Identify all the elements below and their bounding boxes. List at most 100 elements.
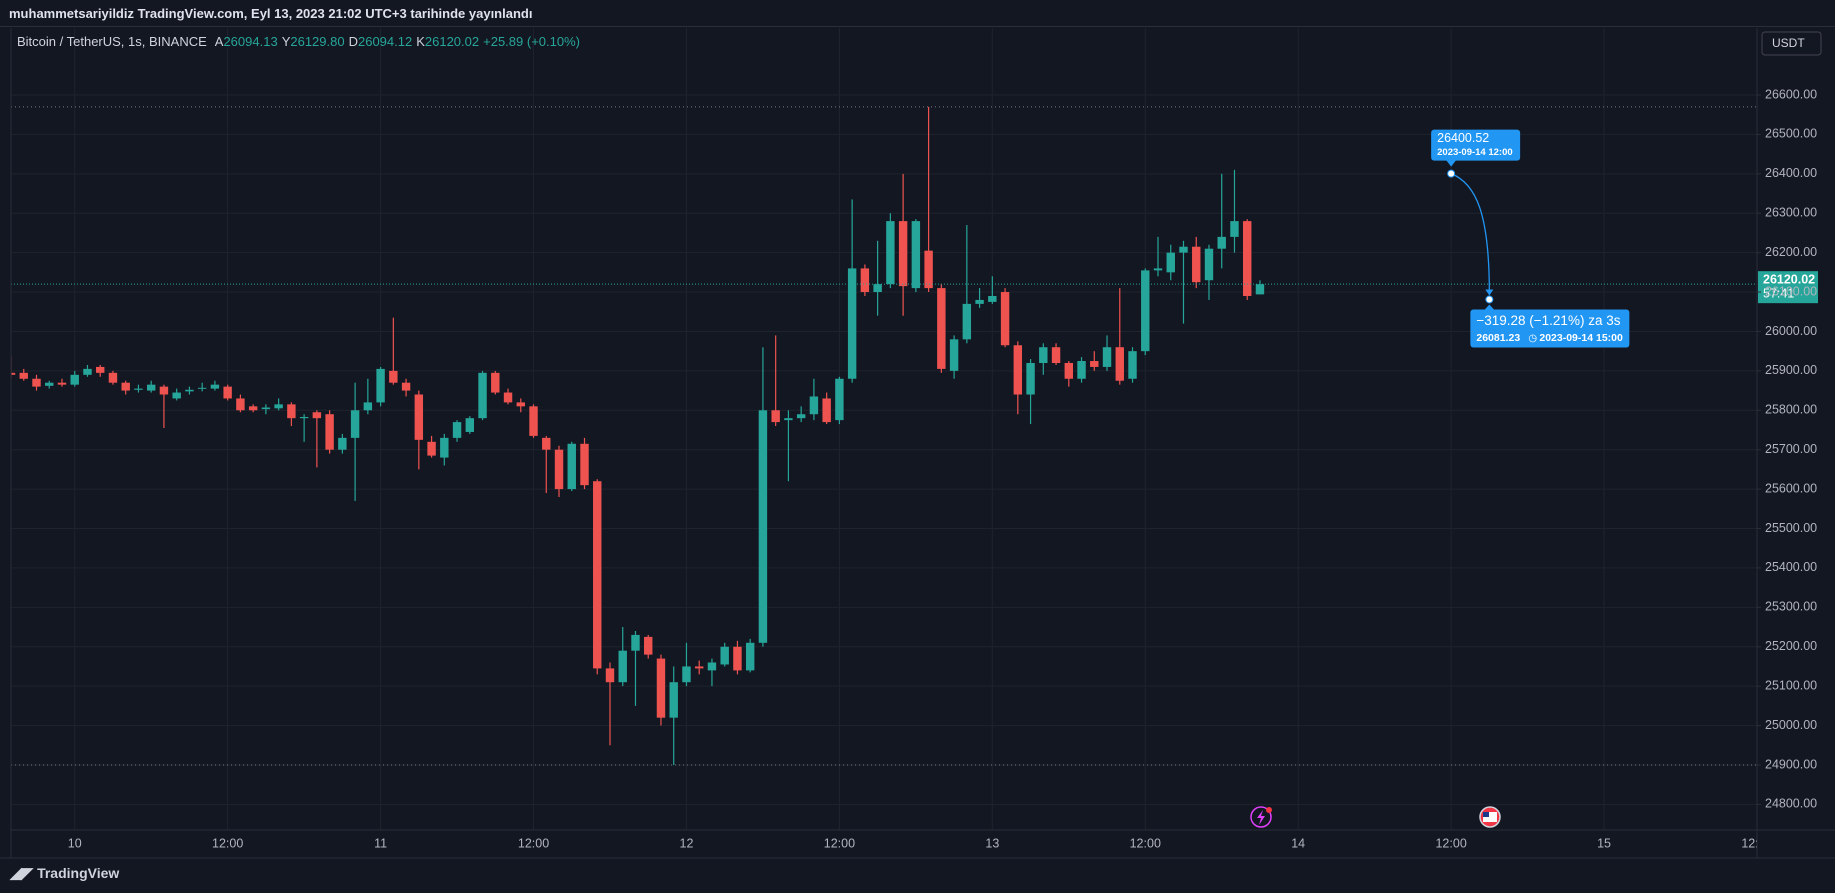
forecast-from-point xyxy=(1447,169,1456,178)
candle-body xyxy=(898,221,908,287)
candle-body xyxy=(682,666,691,683)
legend-key: K xyxy=(416,34,425,49)
x-tick-label: 12 xyxy=(680,836,694,850)
footer-brand: ◢◤ TradingView xyxy=(10,864,119,882)
candle-body xyxy=(299,416,309,419)
candle-body xyxy=(516,402,525,407)
y-tick-label: 26100.00 xyxy=(1765,284,1817,298)
candle-body xyxy=(847,268,857,379)
candle-body xyxy=(108,372,118,383)
candle-body xyxy=(1090,361,1099,367)
y-tick-label: 26200.00 xyxy=(1765,245,1817,259)
last-price-label: 26120.02 xyxy=(1763,272,1815,286)
candle-body xyxy=(656,658,666,718)
x-tick-label: 11 xyxy=(374,836,387,850)
forecast-arrow xyxy=(1485,289,1494,296)
y-tick-label: 26400.00 xyxy=(1765,166,1817,180)
published-text: muhammetsariyildiz TradingView.com, Eyl … xyxy=(9,6,533,21)
x-tick-label: 12:00 xyxy=(212,836,243,850)
y-tick-label: 26300.00 xyxy=(1765,206,1817,220)
legend-key: D xyxy=(348,34,358,49)
candle-body xyxy=(1077,361,1086,379)
currency-button[interactable] xyxy=(1761,31,1822,56)
candle-body xyxy=(707,662,717,671)
candle-body xyxy=(669,682,678,718)
forecast-change: −319.28 (−1.21%) za 3s xyxy=(1476,313,1620,328)
candle-body xyxy=(758,410,768,643)
candle-body xyxy=(1013,345,1023,395)
candle-body xyxy=(835,378,844,421)
candle-body xyxy=(389,370,398,383)
candle-body xyxy=(491,372,500,393)
x-tick-label: 12:00 xyxy=(824,836,855,850)
candle-body xyxy=(886,221,895,285)
candle-body xyxy=(350,410,360,438)
candle-body xyxy=(1204,248,1214,281)
candle-body xyxy=(159,386,169,395)
x-tick-label: 14 xyxy=(1291,836,1305,850)
candle-body xyxy=(1230,221,1239,237)
candle-body xyxy=(19,372,28,379)
y-tick-label: 25800.00 xyxy=(1765,403,1817,417)
candle-body xyxy=(949,339,959,371)
y-tick-label: 25500.00 xyxy=(1765,521,1817,535)
candle-body xyxy=(1102,347,1112,367)
x-tick-label: 15 xyxy=(1597,836,1611,850)
candle-body xyxy=(745,642,755,671)
legend-change: +25.89 (+0.10%) xyxy=(483,34,580,49)
legend-value: 26129.80 xyxy=(290,34,345,49)
candle-body xyxy=(1166,252,1175,273)
y-tick-label: 25900.00 xyxy=(1765,363,1817,377)
candle-body xyxy=(1192,246,1201,283)
candle-body xyxy=(580,443,589,486)
candle-body xyxy=(593,481,602,669)
candle-body xyxy=(185,389,194,392)
y-tick-label: 24800.00 xyxy=(1765,797,1817,811)
candle-body xyxy=(873,284,882,293)
candle-body xyxy=(325,414,334,450)
candle-body xyxy=(809,396,819,415)
candle-body xyxy=(1217,236,1226,249)
candle-body xyxy=(860,268,870,293)
candle-body xyxy=(1026,362,1035,395)
event-icon xyxy=(1257,810,1265,825)
candle-body xyxy=(962,303,972,340)
candle-body xyxy=(1153,268,1163,271)
candle-body xyxy=(11,372,16,375)
x-tick-label: 10 xyxy=(68,836,82,850)
candle-body xyxy=(911,221,921,289)
candle-body xyxy=(427,441,436,456)
candle-body xyxy=(503,392,513,403)
candle-body xyxy=(478,372,487,419)
legend-value: 26094.12 xyxy=(357,34,413,49)
brand-logo: ◢◤ xyxy=(10,865,34,882)
candle-body xyxy=(338,437,347,450)
candle-body xyxy=(567,443,576,490)
forecast-to-point xyxy=(1485,295,1494,304)
candle-body xyxy=(733,646,742,671)
y-tick-label: 24900.00 xyxy=(1765,757,1817,771)
candle-body xyxy=(542,437,551,450)
candle-body xyxy=(694,666,704,669)
y-tick-label: 25100.00 xyxy=(1765,678,1817,692)
y-tick-label: 25300.00 xyxy=(1765,600,1817,614)
candle-body xyxy=(376,368,385,403)
legend-key: A xyxy=(214,34,224,49)
forecast-to-time: 2023-09-14 15:00 xyxy=(1539,332,1623,344)
candle-body xyxy=(822,398,831,423)
candle-body xyxy=(134,388,143,390)
candle-body xyxy=(988,295,997,302)
y-tick-label: 25200.00 xyxy=(1765,639,1817,653)
candle-body xyxy=(465,418,475,432)
forecast-curve xyxy=(1450,173,1491,294)
candle-body xyxy=(796,414,806,419)
candle-body xyxy=(45,382,54,386)
forecast-to-pointer xyxy=(1484,304,1495,310)
candle-body xyxy=(401,382,411,391)
candle-body xyxy=(771,410,780,423)
last-price-box xyxy=(1758,271,1818,304)
candle-body xyxy=(1179,246,1188,253)
y-tick-label: 26500.00 xyxy=(1765,127,1817,141)
candle-body xyxy=(1000,292,1010,346)
